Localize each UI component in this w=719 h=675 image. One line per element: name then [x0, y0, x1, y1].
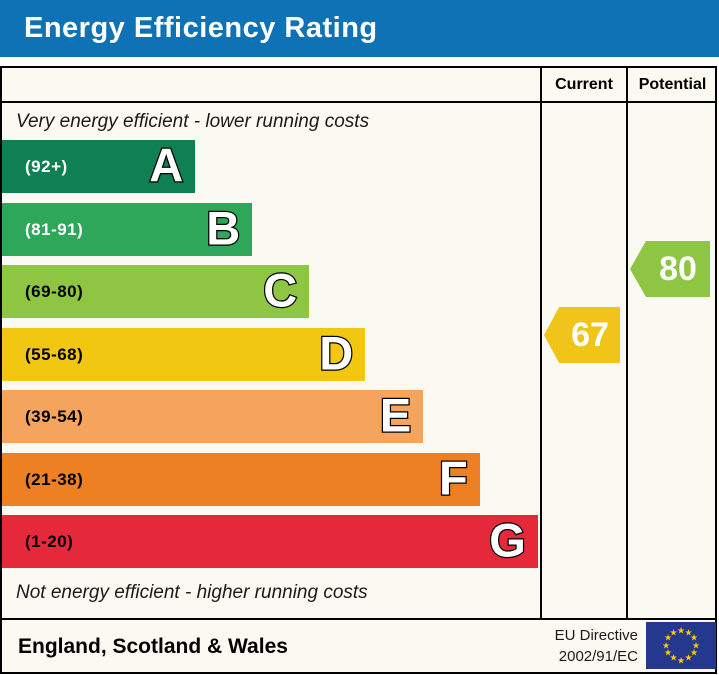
eu-flag-star-icon: ★: [663, 647, 673, 658]
band-row-A: (92+) A: [2, 138, 196, 193]
eu-flag-star-icon: ★: [676, 655, 686, 665]
eu-directive-line1: EU Directive: [554, 627, 638, 645]
band-letter: G: [488, 513, 527, 567]
band-range-label: (39-54): [25, 406, 84, 426]
current-rating-value: 67: [571, 315, 609, 354]
band-range-label: (21-38): [25, 469, 84, 489]
eu-flag-star-icon: ★: [676, 625, 686, 635]
band-letter: D: [318, 326, 354, 380]
band-row-G: (1-20) G: [2, 515, 538, 568]
eu-flag-star-icon: ★: [684, 627, 693, 637]
eu-flag-star-icon: ★: [669, 627, 678, 637]
eu-directive-label: EU Directive 2002/91/EC: [520, 620, 638, 673]
band-range-label: (81-91): [25, 219, 84, 239]
potential-column-header: Potential: [638, 75, 707, 93]
band-letter: E: [379, 388, 413, 442]
band-row-B: (81-91) B: [2, 201, 253, 256]
top-note: Very energy efficient - lower running co…: [16, 111, 370, 132]
eu-flag-star-icon: ★: [663, 632, 673, 643]
eu-flag-star-icon: ★: [669, 652, 678, 663]
band-row-E: (39-54) E: [2, 388, 424, 443]
band-range-label: (55-68): [25, 344, 84, 364]
band-row-D: (55-68) D: [2, 326, 366, 381]
current-column-header: Current: [555, 75, 613, 93]
band-range-label: (69-80): [25, 281, 84, 301]
page-title: Energy Efficiency Rating: [24, 12, 378, 44]
bands-container: (92+) A (81-91) B (69-80) C (55-68) D (39-54) E (2…: [2, 140, 540, 580]
current-rating-pointer: 67: [544, 307, 620, 363]
eu-flag-star-icon: ★: [689, 647, 699, 658]
current-column-divider: [540, 66, 542, 618]
band-range-label: (1-20): [25, 531, 74, 551]
eu-flag: ★ ★ ★ ★ ★ ★ ★ ★ ★ ★ ★ ★: [646, 622, 716, 669]
potential-rating-pointer: 80: [630, 241, 710, 297]
eu-flag-star-icon: ★: [684, 652, 693, 663]
footer-divider: [0, 618, 717, 620]
eu-directive-line2: 2002/91/EC: [558, 647, 638, 665]
potential-column-divider: [626, 66, 628, 618]
band-letter: F: [438, 451, 469, 505]
band-letter: B: [205, 201, 241, 255]
footer-region-label: England, Scotland & Wales: [18, 634, 288, 658]
eu-flag-star-icon: ★: [691, 640, 701, 650]
band-row-C: (69-80) C: [2, 263, 310, 318]
eu-flag-star-icon: ★: [689, 632, 699, 643]
band-letter: A: [148, 138, 184, 192]
band-range-label: (92+): [25, 156, 68, 176]
band-row-F: (21-38) F: [2, 453, 480, 506]
potential-rating-value: 80: [659, 249, 697, 288]
eu-flag-star-icon: ★: [661, 640, 671, 650]
header-row-divider: [0, 101, 717, 103]
bottom-note: Not energy efficient - higher running co…: [16, 582, 368, 603]
title-bar: Energy Efficiency Rating: [0, 0, 719, 57]
band-letter: C: [262, 263, 298, 317]
